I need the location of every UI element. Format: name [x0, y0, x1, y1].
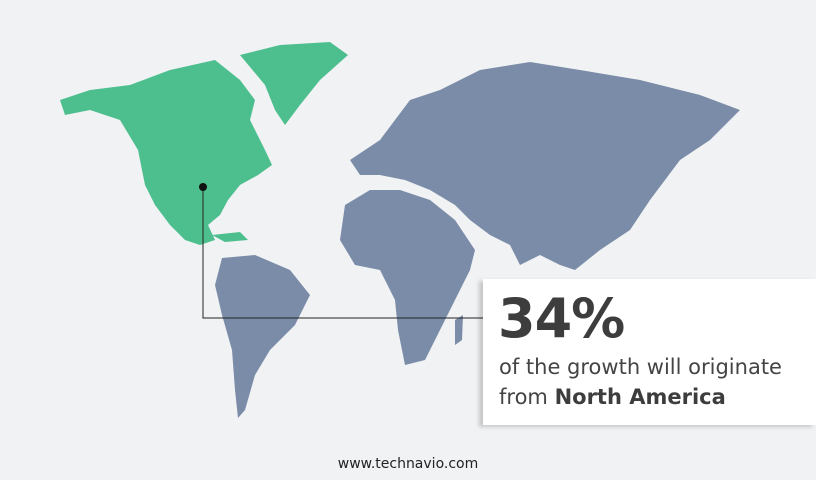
callout-region: North America — [554, 385, 726, 409]
north-america-region — [60, 42, 348, 245]
callout-text-line1: of the growth will originate — [499, 355, 782, 379]
stat-callout-card: 34% of the growth will originate from No… — [483, 279, 816, 425]
callout-text-line2: from North America — [499, 385, 726, 409]
callout-leader-line — [202, 187, 483, 319]
growth-percentage: 34% — [498, 287, 625, 350]
callout-text-prefix: from — [499, 385, 548, 409]
location-marker — [199, 183, 207, 191]
footer-website: www.technavio.com — [337, 456, 479, 472]
